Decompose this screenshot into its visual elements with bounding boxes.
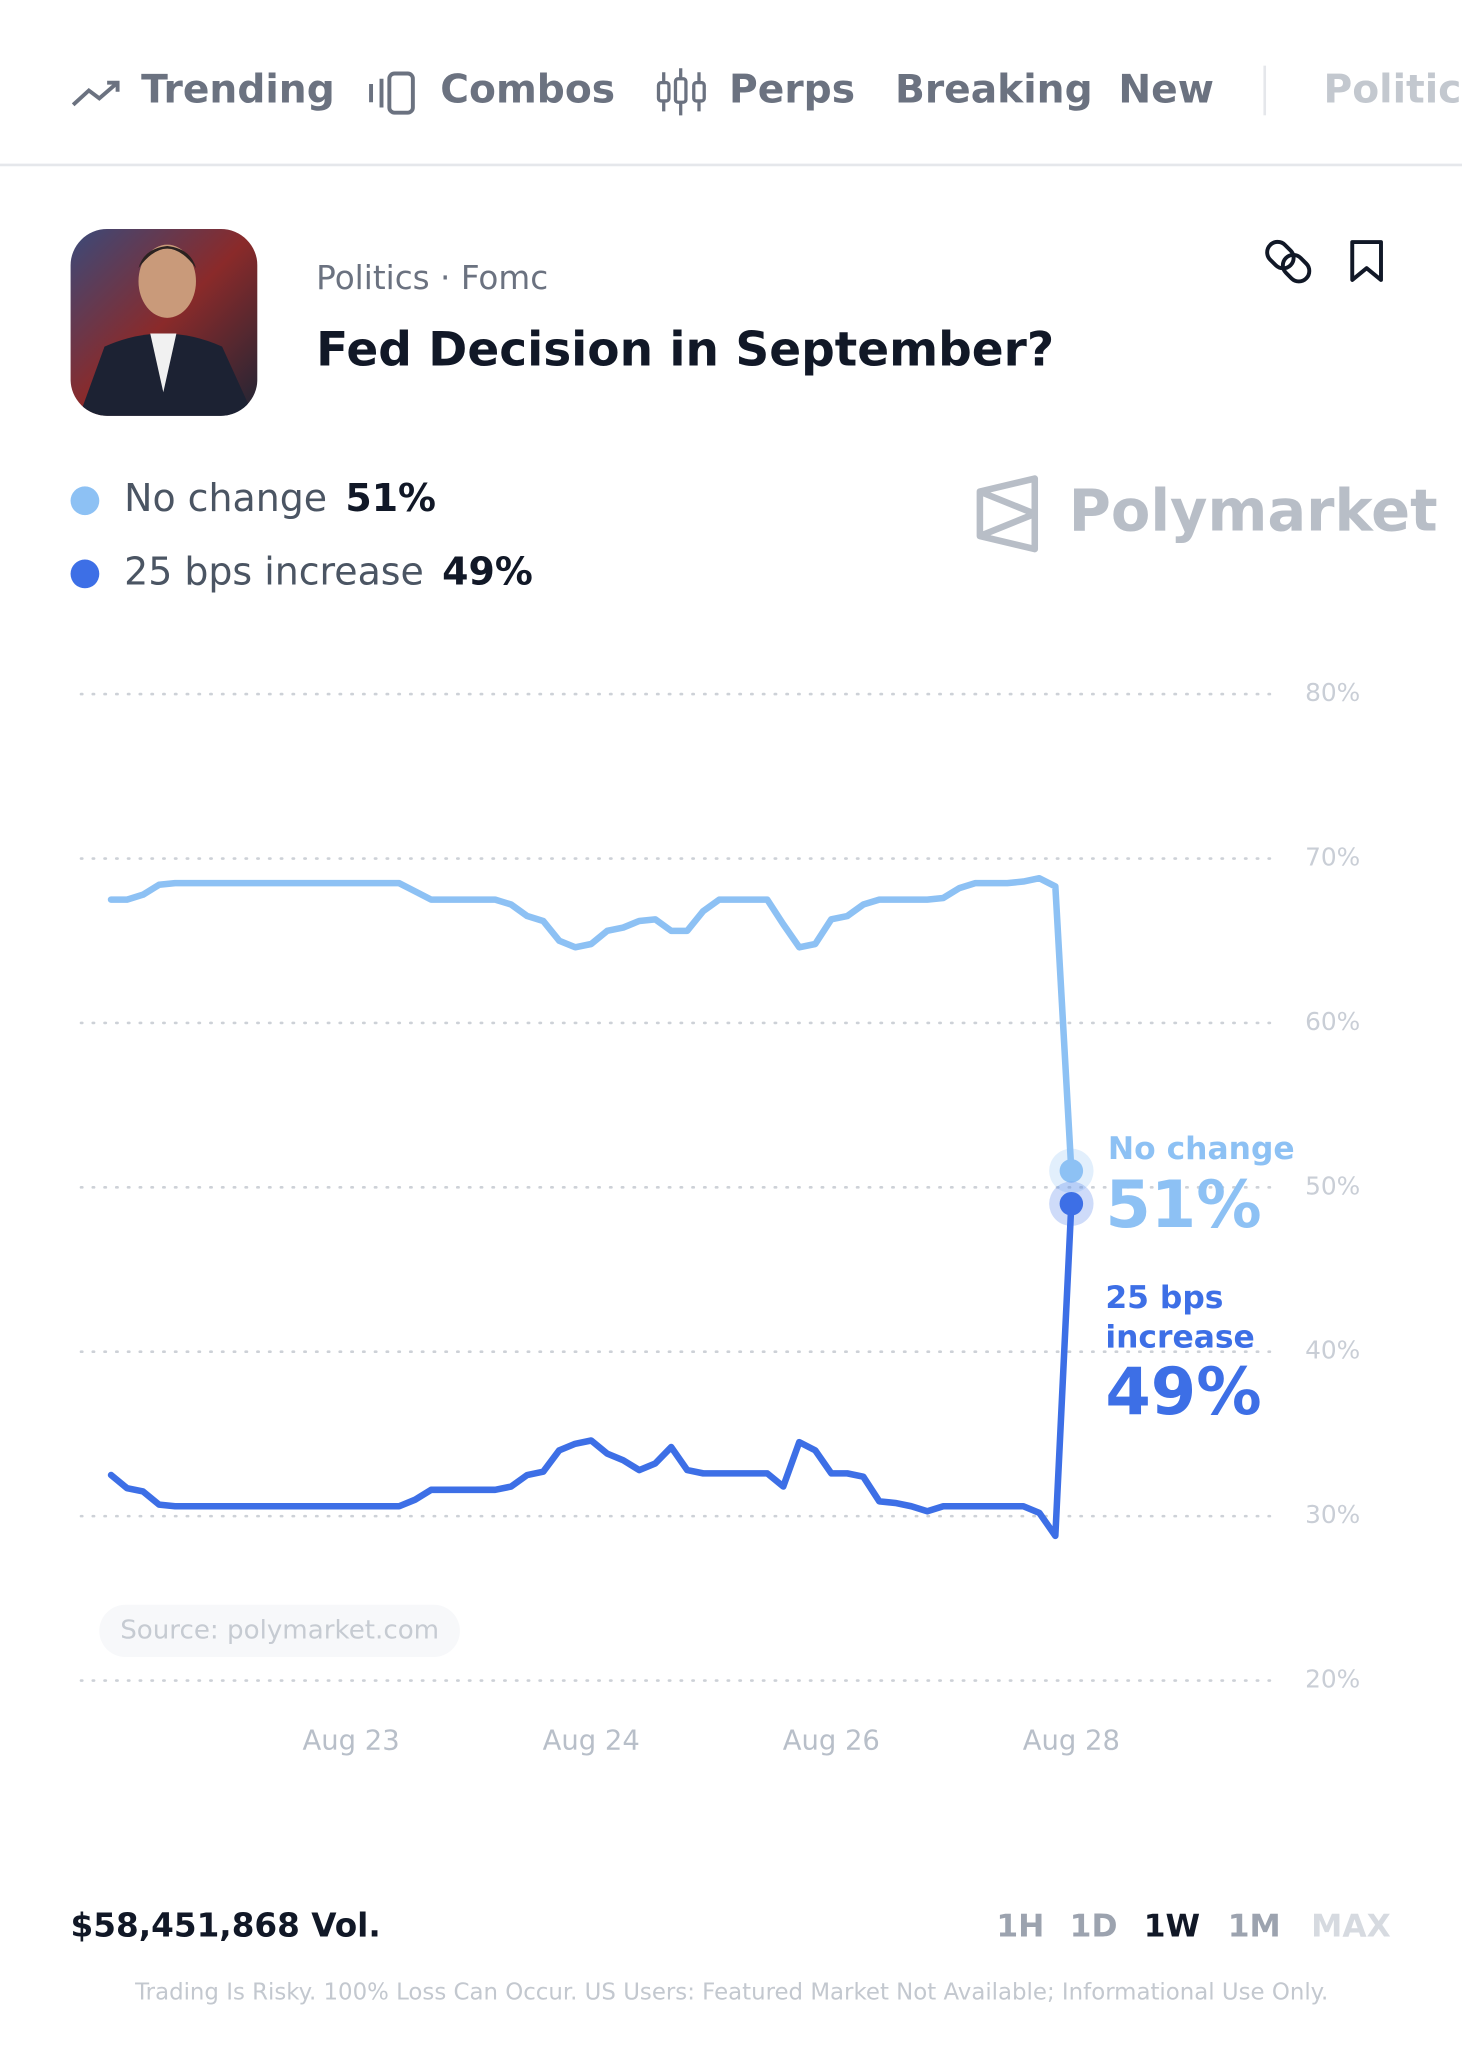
bookmark-icon[interactable]	[1350, 240, 1383, 282]
volume: $58,451,868 Vol.	[71, 1906, 381, 1944]
y-tick-label: 50%	[1305, 1171, 1360, 1200]
brand-logo	[976, 475, 1039, 553]
end-label-value: 49%	[1105, 1354, 1261, 1430]
end-label-name: 25 bps increase	[1105, 1279, 1255, 1356]
trending-icon	[71, 81, 119, 107]
y-tick-label: 70%	[1305, 843, 1360, 872]
line	[107, 1200, 1075, 1540]
nav-item[interactable]: Trending	[141, 67, 335, 112]
x-tick-label: Aug 28	[1023, 1725, 1120, 1756]
link-icon[interactable]	[1263, 238, 1314, 286]
nav-item[interactable]: Combos	[440, 67, 615, 112]
period-button[interactable]: 1D	[1070, 1908, 1118, 1944]
period-button[interactable]: 1W	[1144, 1908, 1200, 1944]
brand-name: Polymarket	[1069, 478, 1438, 545]
period-button[interactable]: 1H	[996, 1908, 1044, 1944]
nav-bar: Trending Combos Perps Breaking New Polit…	[0, 65, 1462, 167]
combos-icon	[369, 78, 384, 108]
y-tick-label: 30%	[1305, 1500, 1360, 1529]
chart: 20% 30% 40% 50% 60% 70% 80% Aug 23 Aug 24 Aug 26 A…	[79, 678, 1360, 1756]
perps-icon	[673, 77, 688, 104]
legend-marker	[70, 559, 100, 589]
nav-item[interactable]: Politics	[1324, 67, 1462, 112]
line	[107, 874, 1075, 1175]
combos-icon	[387, 71, 415, 115]
end-label-name: No change	[1108, 1131, 1295, 1167]
nav-item[interactable]: Breaking	[895, 67, 1093, 112]
end-point	[1059, 1159, 1084, 1183]
source-badge	[99, 1604, 460, 1658]
legend-label: No change	[124, 476, 327, 520]
y-tick-label: 20%	[1305, 1665, 1360, 1694]
end-point	[1059, 1191, 1084, 1216]
y-tick-label: 60%	[1305, 1007, 1360, 1036]
perps-icon	[692, 81, 706, 103]
period-button[interactable]: 1M	[1228, 1908, 1281, 1944]
legend-value: 51%	[345, 476, 436, 520]
legend-value: 49%	[442, 549, 533, 593]
end-label-value: 51%	[1105, 1167, 1261, 1243]
x-tick-label: Aug 26	[783, 1725, 880, 1756]
market-image	[70, 228, 258, 416]
market-title: Fed Decision in September?	[316, 323, 1054, 378]
trending-icon	[107, 80, 120, 92]
disclaimer: Trading Is Risky. 100% Loss Can Occur. U…	[134, 1979, 1328, 2005]
legend-marker	[70, 486, 100, 516]
source-annotation: Source: polymarket.com	[120, 1615, 439, 1645]
nav-item[interactable]: Perps	[729, 67, 855, 112]
nav-item[interactable]: New	[1118, 67, 1214, 112]
legend-label: 25 bps increase	[124, 549, 424, 593]
end-label-name: 25 bps increase	[1105, 1279, 1255, 1356]
x-tick-label: Aug 23	[303, 1725, 400, 1756]
perps-icon	[656, 81, 671, 103]
y-tick-label: 40%	[1305, 1336, 1360, 1365]
x-tick-label: Aug 24	[543, 1725, 640, 1756]
period-button[interactable]: MAX	[1311, 1908, 1391, 1944]
y-tick-label: 80%	[1305, 678, 1360, 707]
breadcrumb[interactable]: Politics · Fomc	[316, 259, 548, 297]
